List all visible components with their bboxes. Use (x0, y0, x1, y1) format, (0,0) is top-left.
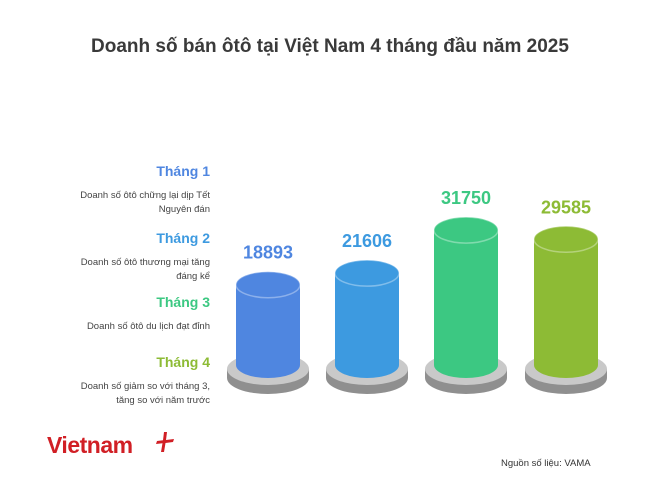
data-label: 21606 (342, 231, 392, 251)
legend-item-month-2: Tháng 2 Doanh số ôtô thương mại tăng đán… (40, 230, 210, 285)
data-label: 18893 (243, 243, 293, 263)
legend-description: Doanh số ôtô chững lại dịp Tết Nguyên đá… (80, 190, 210, 216)
bar (534, 239, 598, 365)
bar (236, 284, 300, 365)
legend-month-label: Tháng 4 (156, 354, 210, 370)
legend-description: Doanh số ôtô thương mại tăng đáng kể (80, 257, 210, 283)
bar-top (334, 259, 400, 287)
vietnam-plus-logo: Vietnam (47, 432, 133, 458)
legend-description: Doanh số ôtô du lịch đạt đỉnh (86, 321, 210, 332)
data-label: 29585 (541, 197, 591, 217)
bar (335, 273, 399, 365)
bar-top (433, 216, 499, 244)
bar-top (533, 225, 599, 254)
legend-item-month-3: Tháng 3 Doanh số ôtô du lịch đạt đỉnh (40, 294, 210, 334)
legend-item-month-1: Tháng 1 Doanh số ôtô chững lại dịp Tết N… (40, 163, 210, 218)
data-label: 31750 (441, 188, 491, 208)
legend-month-label: Tháng 2 (156, 230, 210, 246)
legend-description: Doanh số giảm so với tháng 3, tăng so vớ… (80, 381, 210, 407)
bar (434, 230, 498, 365)
bar-top (235, 270, 301, 299)
legend-month-label: Tháng 1 (156, 163, 210, 179)
plus-icon (156, 432, 174, 452)
legend-item-month-4: Tháng 4 Doanh số giảm so với tháng 3, tă… (40, 354, 210, 409)
legend-month-label: Tháng 3 (156, 294, 210, 310)
source-note: Nguồn số liệu: VAMA (501, 458, 591, 469)
chart-title: Doanh số bán ôtô tại Việt Nam 4 tháng đầ… (91, 36, 569, 57)
